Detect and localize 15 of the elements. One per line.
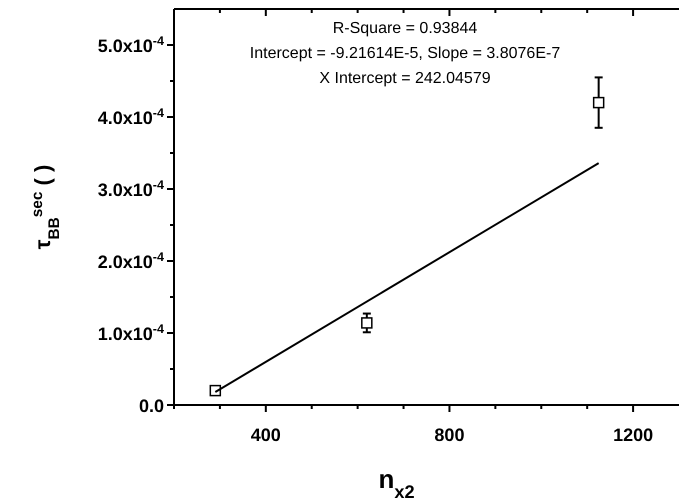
x-tick-label: 400 xyxy=(250,425,281,445)
annotation: X Intercept = 242.04579 xyxy=(319,70,491,87)
y-tick-label: 4.0x10$^{-4}$ xyxy=(98,106,164,128)
y-tick-label: 3.0x10$^{-4}$ xyxy=(98,178,164,200)
y-tick-label: 1.0x10$^{-4}$ xyxy=(98,322,164,344)
point xyxy=(361,317,373,329)
x-tick-label: 800 xyxy=(434,425,464,445)
annotation: R-Square = 0.93844 xyxy=(332,20,478,37)
y-tick-label: 2.0x10$^{-4}$ xyxy=(98,250,164,272)
y-tick-label: 0.0 xyxy=(138,396,164,416)
annotation: Intercept = -9.21614E-5, Slope = 3.8076E-7 xyxy=(250,45,560,62)
x-tick-label: 1200 xyxy=(613,425,654,445)
point xyxy=(592,96,604,108)
x-axis-title: n$_{x2}$ xyxy=(378,464,415,502)
y-tick-label: 5.0x10$^{-4}$ xyxy=(98,34,164,56)
